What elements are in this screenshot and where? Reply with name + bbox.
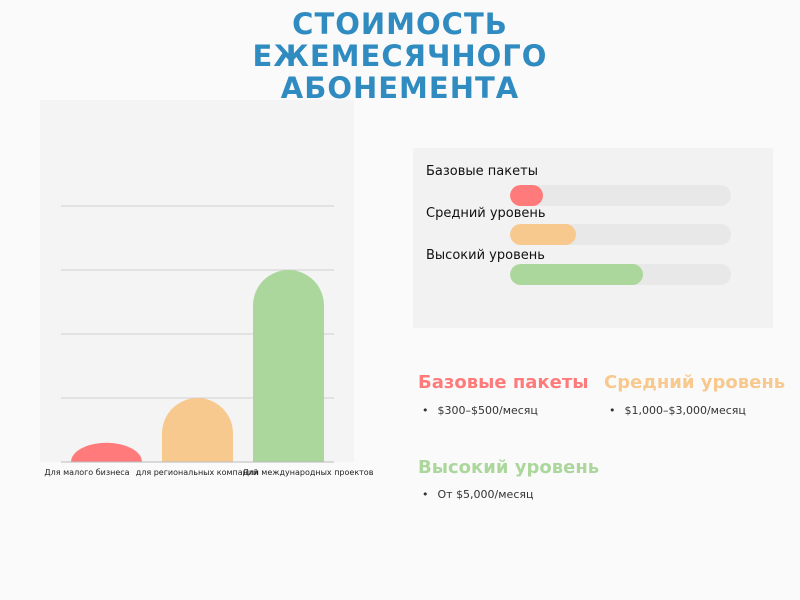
- progress-bar: [510, 185, 731, 206]
- tier-price: От $5,000/месяц: [422, 488, 534, 501]
- progress-label: Базовые пакеты: [426, 164, 538, 179]
- tier-heading: Базовые пакеты: [418, 372, 589, 393]
- tier-heading: Высокий уровень: [418, 457, 600, 478]
- progress-label: Средний уровень: [426, 206, 546, 221]
- x-tick-label: Для международных проектов: [242, 468, 374, 477]
- tier-price: $1,000–$3,000/месяц: [609, 404, 746, 417]
- progress-fill: [510, 224, 577, 245]
- page-title: СТОИМОСТЬ ЕЖЕМЕСЯЧНОГО АБОНЕМЕНТА: [0, 8, 800, 104]
- tier-heading: Средний уровень: [604, 372, 786, 393]
- title-line: ЕЖЕМЕСЯЧНОГО: [252, 39, 548, 73]
- progress-bar: [510, 224, 731, 245]
- tier-price: $300–$500/месяц: [422, 404, 538, 417]
- title-line: АБОНЕМЕНТА: [280, 71, 520, 105]
- progress-fill: [510, 185, 544, 206]
- title-line: СТОИМОСТЬ: [292, 7, 508, 41]
- bar: [253, 270, 324, 462]
- x-tick-label: Для малого бизнеса: [44, 468, 130, 477]
- progress-fill: [510, 264, 643, 285]
- bar: [71, 442, 142, 462]
- x-tick-label: для региональных компаний: [135, 468, 259, 477]
- progress-label: Высокий уровень: [426, 248, 545, 263]
- progress-bar: [510, 264, 731, 285]
- bar: [162, 398, 233, 462]
